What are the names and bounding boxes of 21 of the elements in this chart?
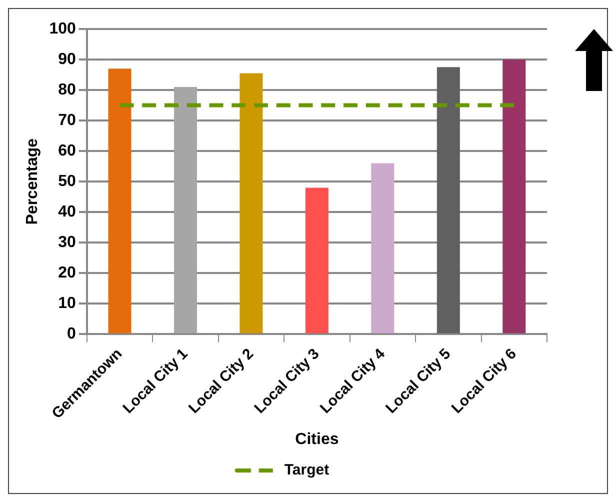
y-tick-label: 90 xyxy=(58,50,76,68)
y-tick-label: 60 xyxy=(58,142,76,160)
bar xyxy=(305,188,328,334)
bar xyxy=(502,60,526,334)
y-tick-label: 70 xyxy=(58,112,76,129)
y-tick-label: 80 xyxy=(58,81,76,98)
bar xyxy=(174,86,197,334)
y-tick-label: 30 xyxy=(58,234,76,252)
y-tick-label: 40 xyxy=(58,204,76,221)
bar xyxy=(240,73,263,334)
y-tick-label: 20 xyxy=(58,264,76,282)
bar xyxy=(108,68,132,334)
y-tick-label: 10 xyxy=(58,295,76,312)
y-tick-label: 100 xyxy=(49,20,76,38)
y-axis-title: Percentage xyxy=(24,138,42,225)
bar xyxy=(371,163,394,334)
y-tick-label: 50 xyxy=(58,173,76,190)
legend-label: Target xyxy=(284,462,330,479)
y-tick-label: 0 xyxy=(66,326,76,343)
x-axis-title: Cities xyxy=(295,430,339,448)
bar xyxy=(436,67,460,334)
